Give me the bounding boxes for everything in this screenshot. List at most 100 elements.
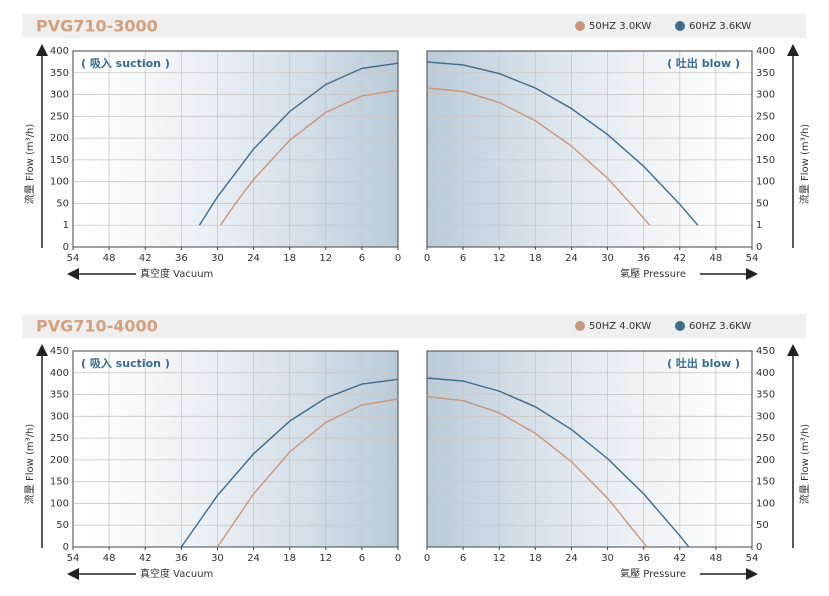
x-tick-label: 54 bbox=[746, 253, 759, 264]
y-tick-label: 350 bbox=[50, 390, 69, 401]
legend-label: 50HZ 3.0KW bbox=[589, 21, 651, 32]
plot-frame bbox=[72, 350, 399, 548]
y-tick-label: 400 bbox=[50, 46, 69, 57]
y-tick-label: 150 bbox=[756, 477, 775, 488]
x-tick-label: 42 bbox=[673, 253, 686, 264]
x-tick-label: 42 bbox=[139, 553, 152, 564]
x-tick-label: 6 bbox=[359, 553, 365, 564]
y-tick-label: 250 bbox=[756, 433, 775, 444]
y-tick-label: 150 bbox=[50, 477, 69, 488]
legend-label: 60HZ 3.6KW bbox=[689, 21, 751, 32]
curve bbox=[198, 62, 399, 226]
y-tick-label: 200 bbox=[756, 455, 775, 466]
x-tick-label: 6 bbox=[359, 253, 365, 264]
x-tick-label: 0 bbox=[424, 253, 430, 264]
x-tick-label: 18 bbox=[529, 253, 542, 264]
curve bbox=[216, 398, 399, 548]
curve bbox=[426, 61, 699, 226]
plot-shade bbox=[427, 51, 752, 247]
y-tick-label: 400 bbox=[756, 368, 775, 379]
plot-frame bbox=[72, 50, 399, 248]
curve bbox=[219, 89, 399, 226]
legend-label: 50HZ 4.0KW bbox=[589, 321, 651, 332]
plot-shade bbox=[73, 351, 398, 547]
y-tick-label: 300 bbox=[756, 90, 775, 101]
y-axis-label: 流量 Flow (m³/h) bbox=[23, 424, 36, 505]
panel-label: ( 吐出 blow ) bbox=[667, 356, 740, 370]
y-tick-label: 0 bbox=[63, 542, 69, 553]
x-tick-label: 24 bbox=[565, 253, 578, 264]
y-tick-label: 50 bbox=[756, 198, 769, 209]
y-tick-label: 450 bbox=[756, 346, 775, 357]
y-axis-label: 流量 Flow (m³/h) bbox=[23, 124, 36, 205]
x-axis-label: 真空度 Vacuum bbox=[140, 267, 213, 280]
y-tick-label: 450 bbox=[50, 346, 69, 357]
x-axis-label: 氣壓 Pressure bbox=[620, 567, 686, 580]
y-tick-label: 300 bbox=[756, 411, 775, 422]
curve bbox=[426, 87, 651, 226]
x-tick-label: 42 bbox=[139, 253, 152, 264]
y-tick-label: 250 bbox=[756, 111, 775, 122]
x-tick-label: 30 bbox=[211, 253, 224, 264]
curve bbox=[180, 378, 399, 548]
x-tick-label: 0 bbox=[424, 553, 430, 564]
x-tick-label: 18 bbox=[529, 553, 542, 564]
x-tick-label: 6 bbox=[460, 253, 466, 264]
x-tick-label: 0 bbox=[395, 553, 401, 564]
plot-frame bbox=[426, 50, 753, 248]
y-tick-label: 50 bbox=[56, 198, 69, 209]
y-tick-label: 200 bbox=[50, 455, 69, 466]
y-axis-label: 流量 Flow (m³/h) bbox=[798, 424, 811, 505]
y-tick-label: 300 bbox=[50, 90, 69, 101]
y-tick-label: 1 bbox=[756, 220, 762, 231]
y-tick-label: 0 bbox=[756, 542, 762, 553]
legend-label: 60HZ 3.6KW bbox=[689, 321, 751, 332]
legend-swatch bbox=[675, 321, 685, 331]
legend-swatch bbox=[675, 21, 685, 31]
x-tick-label: 36 bbox=[175, 253, 188, 264]
chart-title: PVG710-3000 bbox=[36, 17, 158, 36]
y-tick-label: 50 bbox=[56, 520, 69, 531]
legend-swatch bbox=[575, 21, 585, 31]
x-tick-label: 54 bbox=[746, 553, 759, 564]
x-tick-label: 12 bbox=[319, 253, 332, 264]
x-tick-label: 54 bbox=[67, 253, 80, 264]
x-tick-label: 30 bbox=[211, 553, 224, 564]
y-tick-label: 50 bbox=[756, 520, 769, 531]
x-tick-label: 36 bbox=[175, 553, 188, 564]
y-tick-label: 100 bbox=[756, 177, 775, 188]
y-tick-label: 300 bbox=[50, 411, 69, 422]
y-tick-label: 350 bbox=[50, 68, 69, 79]
y-tick-label: 100 bbox=[50, 177, 69, 188]
x-tick-label: 18 bbox=[283, 253, 296, 264]
x-tick-label: 24 bbox=[565, 553, 578, 564]
y-tick-label: 350 bbox=[756, 68, 775, 79]
plot-shade bbox=[427, 351, 752, 547]
x-tick-label: 48 bbox=[710, 553, 723, 564]
x-axis-label: 真空度 Vacuum bbox=[140, 567, 213, 580]
y-tick-label: 200 bbox=[756, 133, 775, 144]
y-axis-label: 流量 Flow (m³/h) bbox=[798, 124, 811, 205]
y-tick-label: 400 bbox=[50, 368, 69, 379]
panel-label: ( 吐出 blow ) bbox=[667, 56, 740, 70]
x-tick-label: 18 bbox=[283, 553, 296, 564]
x-axis-label: 氣壓 Pressure bbox=[620, 267, 686, 280]
y-tick-label: 200 bbox=[50, 133, 69, 144]
panel-label: ( 吸入 suction ) bbox=[81, 57, 170, 70]
y-tick-label: 150 bbox=[50, 155, 69, 166]
x-tick-label: 30 bbox=[601, 553, 614, 564]
chart-title: PVG710-4000 bbox=[36, 317, 158, 336]
y-tick-label: 250 bbox=[50, 433, 69, 444]
y-tick-label: 400 bbox=[756, 46, 775, 57]
x-tick-label: 30 bbox=[601, 253, 614, 264]
panel-label: ( 吸入 suction ) bbox=[81, 357, 170, 370]
x-tick-label: 48 bbox=[103, 553, 116, 564]
legend-swatch bbox=[575, 321, 585, 331]
y-tick-label: 0 bbox=[756, 242, 762, 253]
x-tick-label: 36 bbox=[637, 253, 650, 264]
x-tick-label: 24 bbox=[247, 553, 260, 564]
y-tick-label: 0 bbox=[63, 242, 69, 253]
x-tick-label: 54 bbox=[67, 553, 80, 564]
x-tick-label: 0 bbox=[395, 253, 401, 264]
